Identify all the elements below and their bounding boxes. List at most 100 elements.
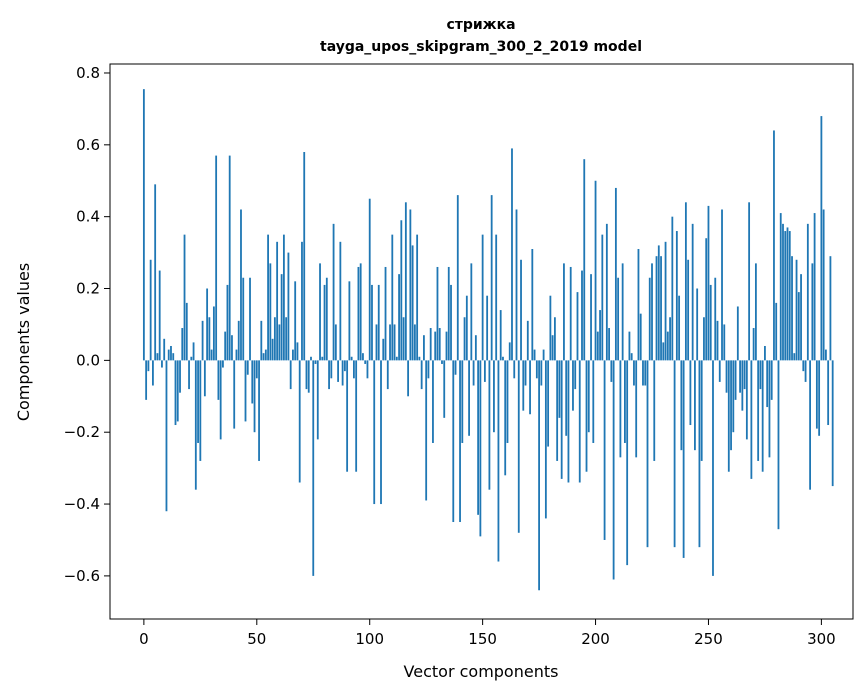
x-axis-label: Vector components (404, 662, 559, 681)
bar-47 (249, 277, 251, 361)
bar-156 (495, 234, 498, 361)
bar-302 (825, 349, 827, 361)
bar-37 (226, 284, 229, 361)
bar-269 (750, 360, 753, 479)
bar-50 (255, 360, 258, 379)
bar-287 (791, 256, 793, 361)
bar-178 (544, 360, 547, 519)
bar-259 (727, 360, 730, 472)
bar-217 (633, 360, 635, 386)
bar-9 (163, 338, 166, 361)
bar-133 (443, 360, 446, 418)
bar-304 (829, 256, 832, 361)
bar-30 (210, 349, 213, 361)
bar-85 (334, 324, 337, 361)
bar-14 (174, 360, 177, 426)
bar-46 (246, 360, 249, 375)
bar-134 (445, 331, 448, 361)
bar-165 (515, 209, 518, 361)
bar-23 (194, 360, 197, 490)
bar-21 (190, 356, 193, 361)
bar-6 (156, 353, 159, 361)
bar-136 (450, 284, 452, 361)
bar-111 (393, 324, 396, 361)
bar-53 (262, 353, 265, 361)
bar-124 (423, 335, 425, 361)
bar-278 (770, 360, 773, 400)
bar-170 (526, 320, 529, 361)
bar-186 (563, 263, 565, 361)
bar-195 (583, 159, 586, 361)
bar-150 (481, 234, 484, 361)
bar-219 (637, 249, 640, 361)
bar-213 (624, 360, 626, 443)
bar-192 (576, 292, 579, 361)
bar-113 (398, 274, 400, 361)
bar-300 (820, 116, 823, 361)
bar-252 (712, 360, 714, 576)
bar-207 (610, 360, 613, 382)
bar-224 (648, 277, 651, 361)
bar-201 (596, 331, 599, 361)
bar-108 (386, 360, 389, 390)
bar-131 (438, 328, 441, 361)
bar-66 (292, 349, 294, 361)
bar-72 (305, 360, 308, 390)
bar-41 (235, 349, 238, 361)
bar-235 (673, 360, 676, 548)
bar-82 (328, 360, 330, 390)
bar-272 (757, 360, 760, 461)
bar-204 (603, 360, 606, 540)
bar-218 (635, 360, 638, 458)
bar-15 (176, 360, 179, 422)
bar-216 (630, 353, 633, 361)
bar-56 (269, 263, 272, 361)
bar-221 (642, 360, 644, 386)
y-tick-label: 0.8 (76, 64, 100, 82)
bar-303 (827, 360, 830, 426)
y-tick-label: 0.4 (76, 208, 100, 226)
bar-184 (558, 360, 561, 418)
chart-title: стрижка (446, 17, 515, 33)
bar-214 (626, 360, 629, 566)
bar-305 (831, 360, 834, 487)
bar-290 (797, 292, 800, 361)
bar-155 (493, 360, 495, 433)
bar-31 (212, 306, 215, 361)
bar-117 (407, 360, 410, 397)
bar-194 (581, 270, 583, 361)
bar-3 (149, 259, 152, 361)
bar-38 (228, 155, 231, 361)
bar-263 (736, 306, 739, 361)
bar-24 (197, 360, 199, 443)
bar-276 (766, 360, 769, 408)
bar-225 (651, 263, 653, 361)
bar-174 (535, 360, 538, 379)
bar-135 (447, 266, 450, 361)
bar-68 (296, 342, 299, 361)
bar-98 (364, 360, 367, 364)
bar-43 (240, 209, 242, 361)
y-tick-label: −0.6 (64, 567, 100, 585)
bar-286 (788, 231, 791, 361)
bar-171 (529, 360, 531, 415)
bar-228 (657, 245, 660, 361)
bar-100 (368, 198, 371, 361)
bar-153 (488, 360, 491, 490)
bar-211 (619, 360, 622, 458)
bar-247 (700, 360, 703, 461)
bar-42 (237, 320, 240, 361)
bar-121 (416, 234, 419, 361)
bar-289 (795, 259, 798, 361)
bar-90 (346, 360, 349, 472)
bar-181 (551, 335, 554, 361)
bar-145 (470, 263, 473, 361)
bar-64 (287, 252, 290, 361)
bar-250 (707, 205, 710, 361)
bar-138 (454, 360, 457, 375)
bar-140 (459, 360, 461, 523)
bar-36 (224, 331, 227, 361)
bar-106 (382, 338, 385, 361)
bar-35 (222, 360, 224, 368)
bar-58 (273, 317, 276, 361)
